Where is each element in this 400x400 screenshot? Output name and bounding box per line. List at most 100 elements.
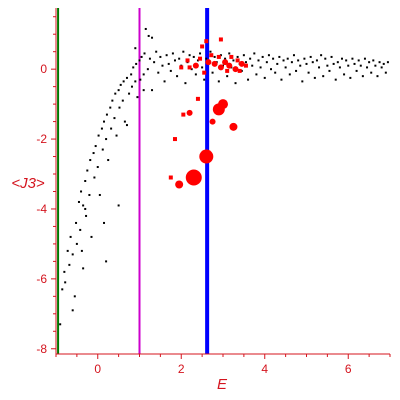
y-tick-label: 0 — [40, 62, 47, 76]
point — [282, 59, 285, 62]
highlight-point — [202, 70, 207, 75]
highlight-bubble — [205, 59, 212, 66]
point — [324, 57, 327, 60]
point — [345, 59, 348, 62]
point — [332, 62, 335, 65]
point — [322, 75, 325, 78]
point — [343, 73, 346, 76]
x-tick-label: 6 — [345, 362, 352, 376]
point — [128, 92, 131, 95]
point — [140, 55, 143, 58]
ticks: 0 2 4 6 0 -2 -4 -6 -8 — [36, 16, 391, 376]
point — [366, 66, 369, 69]
point — [68, 263, 71, 266]
point — [93, 176, 96, 179]
highlight-point — [225, 68, 230, 73]
highlight-bubble — [232, 66, 239, 73]
highlight-point — [187, 65, 192, 70]
point — [153, 61, 156, 64]
point — [136, 96, 139, 99]
point — [110, 127, 113, 130]
point — [194, 73, 197, 76]
point — [380, 66, 383, 69]
point — [386, 61, 389, 64]
point — [118, 106, 121, 109]
highlight-bubble — [175, 180, 184, 189]
point — [297, 59, 300, 62]
point — [247, 78, 250, 81]
point — [349, 76, 352, 79]
point — [75, 221, 78, 224]
point — [82, 267, 85, 270]
point — [125, 76, 128, 79]
point — [234, 82, 237, 85]
point — [382, 62, 385, 65]
point — [261, 55, 264, 58]
highlight-bubble — [199, 149, 214, 164]
highlight-point — [168, 175, 173, 180]
point — [114, 92, 117, 95]
highlight-point — [235, 58, 240, 63]
point — [232, 59, 235, 62]
point — [123, 120, 126, 123]
point — [219, 54, 222, 57]
vertical-lines — [57, 8, 210, 354]
point — [90, 235, 93, 238]
point — [178, 57, 181, 60]
point — [130, 85, 133, 88]
point — [105, 260, 108, 263]
point — [121, 99, 124, 102]
point — [59, 323, 62, 326]
point — [201, 66, 204, 69]
point — [115, 134, 118, 137]
y-tick-label: -2 — [36, 132, 47, 146]
point — [89, 159, 92, 162]
point — [217, 80, 220, 83]
point — [143, 52, 146, 55]
point — [79, 228, 82, 231]
point — [130, 73, 133, 76]
point — [320, 54, 323, 57]
point — [94, 145, 97, 148]
highlight-point — [185, 58, 190, 63]
highlight-bubble — [185, 169, 202, 186]
point — [134, 80, 137, 83]
point — [236, 55, 239, 58]
point — [196, 59, 199, 62]
point — [326, 64, 329, 67]
highlight-bubble — [222, 59, 229, 66]
point — [188, 54, 191, 57]
point — [71, 309, 74, 312]
point — [105, 113, 108, 116]
point — [119, 83, 122, 86]
highlight-bubble — [192, 62, 199, 69]
point — [305, 62, 308, 65]
point — [117, 204, 120, 207]
point — [299, 64, 302, 67]
point — [176, 75, 179, 78]
point — [330, 55, 333, 58]
point — [161, 64, 164, 67]
point — [148, 57, 151, 60]
background-points — [59, 27, 389, 326]
point — [347, 64, 350, 67]
point — [61, 288, 64, 291]
point — [100, 127, 103, 130]
point — [105, 138, 108, 141]
point — [163, 80, 166, 83]
highlight-bubble — [226, 62, 233, 69]
point — [111, 99, 114, 102]
point — [251, 64, 254, 67]
point — [211, 71, 214, 74]
highlight-point — [172, 137, 177, 142]
x-axis-label: E — [217, 376, 228, 393]
point — [151, 36, 154, 39]
point — [101, 148, 104, 151]
point — [64, 281, 67, 284]
point — [75, 242, 78, 245]
point — [88, 193, 91, 196]
point — [155, 50, 158, 53]
point — [69, 235, 72, 238]
point — [103, 120, 106, 123]
highlight-point — [243, 63, 248, 68]
